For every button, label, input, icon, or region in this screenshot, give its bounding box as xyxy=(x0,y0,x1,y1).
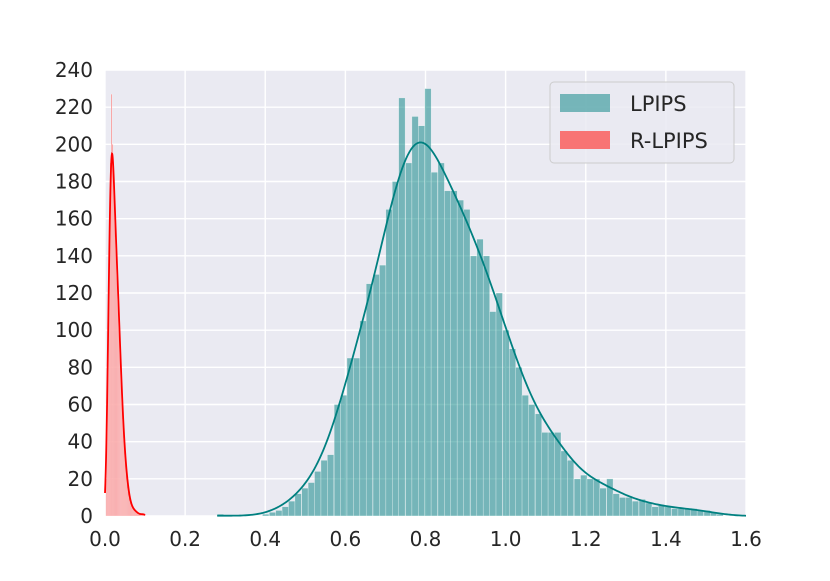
histogram-bar xyxy=(567,460,575,517)
histogram-bar xyxy=(671,508,679,517)
y-tick-label: 100 xyxy=(55,318,93,342)
y-tick-label: 80 xyxy=(68,355,93,379)
histogram-bar xyxy=(365,283,373,517)
histogram-bar xyxy=(314,471,322,517)
histogram-bar xyxy=(586,478,594,517)
histogram-bar xyxy=(508,348,516,517)
histogram-bar xyxy=(398,97,406,517)
legend-label-lpips: LPIPS xyxy=(630,92,687,116)
histogram-bar xyxy=(391,181,399,517)
r-lpips-kde-curve xyxy=(104,152,146,516)
histogram-bar xyxy=(489,311,497,517)
histogram-bar xyxy=(619,497,627,517)
histogram-bar xyxy=(353,357,361,517)
y-tick-label: 60 xyxy=(68,393,93,417)
histogram-bar xyxy=(502,329,510,517)
y-tick-label: 200 xyxy=(55,132,93,156)
histogram-bar xyxy=(269,512,276,517)
histogram-bar xyxy=(430,171,438,517)
x-tick-label: 0.4 xyxy=(249,527,281,551)
histogram-bar xyxy=(333,404,341,517)
histogram-bar xyxy=(262,513,270,517)
histogram-bar xyxy=(320,460,328,517)
lpips-bars xyxy=(216,88,724,517)
histogram-bar xyxy=(307,482,315,517)
y-tick-label: 180 xyxy=(55,170,93,194)
lpips-kde-curve xyxy=(217,141,747,517)
histogram-bar xyxy=(411,116,419,517)
histogram-bar xyxy=(456,199,464,517)
histogram-bar xyxy=(294,493,302,517)
x-tick-label: 0.2 xyxy=(169,527,201,551)
y-axis-ticks: 0 20 40 60 80 100 120 140 160 180 200 220 240 xyxy=(55,58,93,528)
histogram-bar xyxy=(521,394,529,517)
x-tick-label: 1.4 xyxy=(650,527,682,551)
histogram-bar xyxy=(372,274,380,517)
histogram-bar xyxy=(327,454,335,517)
histogram-bar xyxy=(560,450,568,517)
legend-swatch-r-lpips xyxy=(560,131,610,149)
histogram-bar xyxy=(444,190,452,517)
histogram-bar xyxy=(463,209,471,517)
histogram-bar xyxy=(515,367,523,517)
x-tick-label: 0.6 xyxy=(329,527,361,551)
histogram-bar xyxy=(476,238,484,517)
histogram-bar xyxy=(606,478,614,517)
histogram-bar xyxy=(612,493,620,517)
legend-swatch-lpips xyxy=(560,94,610,112)
histogram-bar xyxy=(288,500,296,517)
histogram-bar xyxy=(495,292,503,517)
histogram-bar xyxy=(631,500,639,517)
histogram-bar xyxy=(301,487,309,517)
y-tick-label: 20 xyxy=(68,467,93,491)
x-tick-label: 1.2 xyxy=(570,527,602,551)
histogram-bar xyxy=(437,162,445,517)
y-tick-label: 0 xyxy=(80,504,93,528)
histogram-bar xyxy=(482,255,490,517)
histogram-bar xyxy=(379,264,387,517)
histogram-bar xyxy=(541,432,549,517)
histogram-bar xyxy=(470,255,478,517)
histogram-bar xyxy=(593,478,601,517)
histogram-bar xyxy=(340,394,348,517)
histogram-bar xyxy=(418,125,426,517)
histogram-bar xyxy=(625,497,633,517)
y-tick-label: 220 xyxy=(55,95,93,119)
histogram-bar xyxy=(651,506,659,517)
y-tick-label: 40 xyxy=(68,430,93,454)
y-tick-label: 240 xyxy=(55,58,93,82)
legend-label-r-lpips: R-LPIPS xyxy=(630,129,708,153)
x-tick-label: 0.8 xyxy=(410,527,442,551)
x-tick-label: 1.0 xyxy=(490,527,522,551)
x-axis-ticks: 0.0 0.2 0.4 0.6 0.8 1.0 1.2 1.4 1.6 xyxy=(89,527,762,551)
histogram-bar xyxy=(528,404,536,517)
legend: LPIPS R-LPIPS xyxy=(549,81,735,164)
y-tick-label: 140 xyxy=(55,244,93,268)
histogram-bar xyxy=(677,508,685,517)
histogram-bar xyxy=(535,413,543,517)
histogram-bar xyxy=(346,357,354,517)
x-tick-label: 0.0 xyxy=(89,527,121,551)
histogram-bar xyxy=(580,474,588,517)
y-tick-label: 160 xyxy=(55,207,93,231)
histogram-bar xyxy=(424,88,432,517)
histogram-bar xyxy=(645,502,653,517)
histogram-bar xyxy=(547,432,555,517)
histogram-bar xyxy=(599,487,607,517)
histogram-bar xyxy=(359,320,367,517)
histogram-bar xyxy=(664,506,672,517)
x-tick-label: 1.6 xyxy=(730,527,762,551)
histogram-bar xyxy=(573,478,581,517)
histogram-bar xyxy=(405,162,413,517)
histogram-bar xyxy=(281,506,289,517)
histogram-bar xyxy=(450,190,458,517)
histogram-bar xyxy=(385,209,393,517)
y-tick-label: 120 xyxy=(55,281,93,305)
histogram-bar xyxy=(275,510,283,517)
